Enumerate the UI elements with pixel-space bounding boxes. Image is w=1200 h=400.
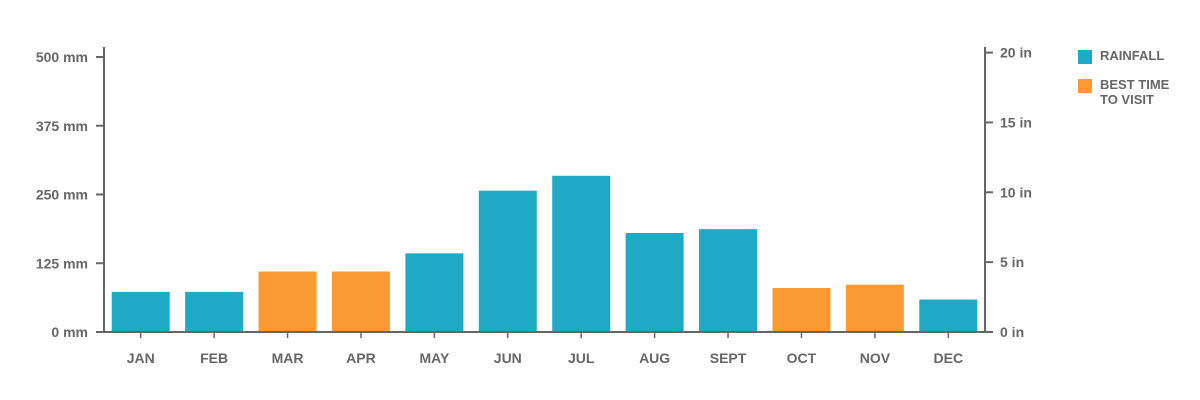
y-left-tick-label: 375 mm [36,118,88,134]
x-tick-label: SEPT [710,350,747,366]
y-left-tick-label: 500 mm [36,49,88,65]
y-left-tick-label: 125 mm [36,255,88,271]
bar [699,229,758,331]
x-tick-label: FEB [200,350,228,366]
bar [772,288,831,331]
y-right-tick-label: 10 in [1000,184,1032,200]
bar [111,291,170,331]
x-tick-label: OCT [787,350,817,366]
y-right-tick-label: 5 in [1000,254,1024,270]
x-tick-label: JUN [494,350,522,366]
bar [625,233,684,331]
y-left-tick-label: 0 mm [51,324,88,340]
bar [185,291,244,331]
legend-swatch-best-time [1078,79,1092,93]
x-tick-label: NOV [860,350,891,366]
x-tick-label: JAN [127,350,155,366]
legend-item-rainfall: RAINFALL [1078,48,1193,64]
x-tick-label: DEC [934,350,964,366]
y-right-tick-label: 20 in [1000,45,1032,61]
bar [478,190,537,331]
legend-item-best-time: BEST TIME TO VISIT [1078,77,1193,107]
x-tick-label: APR [346,350,376,366]
y-left-tick-label: 250 mm [36,187,88,203]
bar [919,299,978,331]
bar [405,253,464,331]
bar [845,284,904,331]
x-tick-label: JUL [568,350,595,366]
legend-swatch-rainfall [1078,50,1092,64]
legend-label-rainfall: RAINFALL [1100,48,1165,63]
y-right-tick-label: 15 in [1000,114,1032,130]
x-tick-label: MAR [272,350,304,366]
x-tick-label: MAY [419,350,449,366]
x-tick-label: AUG [639,350,670,366]
y-right-tick-label: 0 in [1000,324,1024,340]
legend-label-best-time: BEST TIME TO VISIT [1100,77,1170,107]
bar [331,271,390,331]
bar [258,271,317,331]
bar [552,175,611,331]
legend: RAINFALL BEST TIME TO VISIT [1078,48,1193,120]
